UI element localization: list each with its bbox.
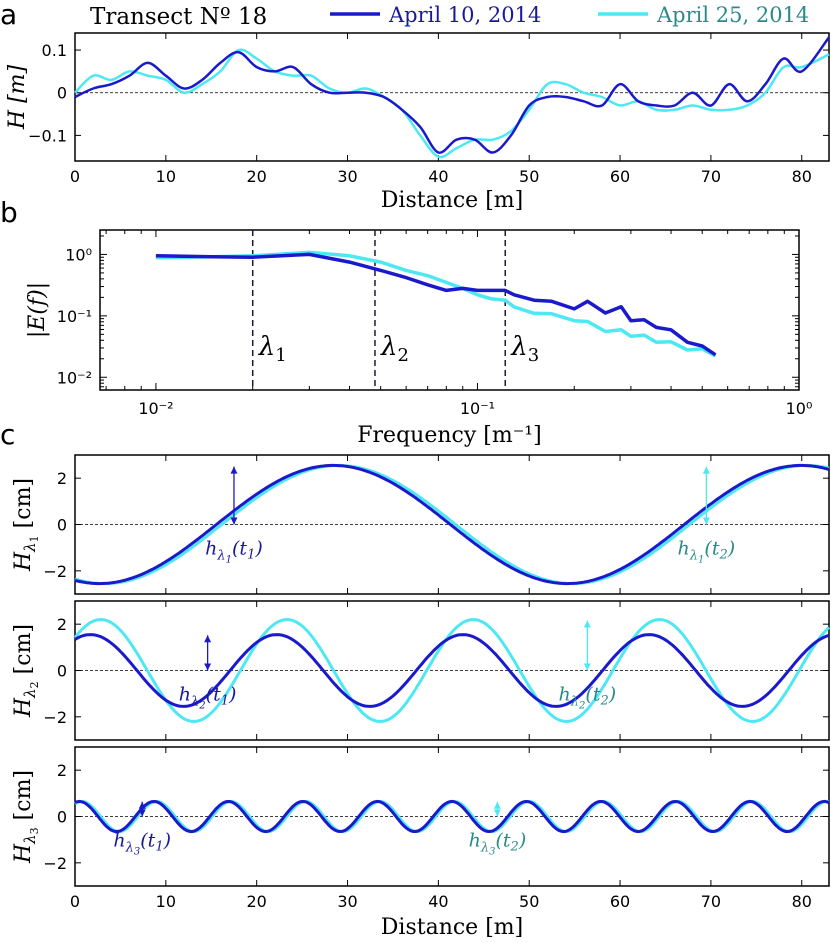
- series-line-april-10: [155, 252, 717, 357]
- legend: Transect Nº 18 April 10, 2014 April 25, …: [90, 3, 809, 30]
- x-tick-label: 20: [247, 892, 267, 911]
- x-tick-label: 80: [792, 167, 812, 186]
- x-tick-label: 10: [156, 167, 176, 186]
- arrow-head-bottom: [583, 663, 591, 671]
- arrow-head-bottom: [138, 809, 146, 817]
- y-tick-label: 2: [57, 761, 67, 780]
- lambda2-label: λ2: [380, 332, 409, 366]
- amplitude-annotation: hλ3(t2): [469, 830, 527, 858]
- y-tick-label: −2: [43, 854, 67, 873]
- panel-letter-b: b: [0, 196, 18, 229]
- y-tick-label: 0: [57, 516, 67, 535]
- arrow-head-top: [493, 801, 501, 809]
- panel-c1-lambda1: −2 0 2 hλ1(t1) hλ1(t2) Hλ1 [cm]: [11, 454, 830, 595]
- x-tick-label: 60: [610, 167, 630, 186]
- legend-label-april-10: April 10, 2014: [388, 3, 541, 27]
- series-line-april-25: [74, 463, 830, 586]
- x-tick-label: 40: [428, 167, 448, 186]
- y-tick-label: 0: [57, 84, 67, 103]
- arrow-head-bottom: [230, 517, 238, 525]
- y-axis-label: H [m]: [5, 64, 30, 130]
- y-axis-label: Hλ1 [cm]: [11, 478, 41, 572]
- x-tick-label: 10⁻²: [138, 399, 173, 418]
- panel-b-spectrum: 10⁻² 10⁻¹ 10⁰ 10⁻² 10⁻¹ 10⁰ λ1 λ2 λ3 Frequency [m…: [25, 229, 813, 448]
- x-tick-label: 80: [792, 892, 812, 911]
- y-axis-label: Hλ3 [cm]: [11, 770, 41, 864]
- x-tick-label: 20: [247, 167, 267, 186]
- plot-frame: [99, 229, 800, 391]
- amplitude-annotation: hλ2(t2): [559, 684, 617, 712]
- amplitude-annotation: hλ2(t1): [179, 684, 237, 712]
- series-line-april-25: [155, 250, 717, 358]
- arrow-head-top: [204, 635, 212, 643]
- x-tick-label: 70: [701, 167, 721, 186]
- series-line-april-25: [74, 48, 830, 159]
- legend-title: Transect Nº 18: [90, 4, 267, 30]
- y-axis-label: Hλ2 [cm]: [11, 624, 41, 718]
- x-axis-label: Distance [m]: [381, 915, 523, 940]
- amplitude-annotation: hλ1(t1): [205, 538, 263, 566]
- y-tick-label: 2: [57, 469, 67, 488]
- x-axis-label: Frequency [m⁻¹]: [357, 423, 541, 448]
- y-tick-label: 10⁻¹: [57, 307, 92, 326]
- x-tick-label: 70: [701, 892, 721, 911]
- x-tick-label: 10⁰: [786, 399, 813, 418]
- series-line-april-10: [74, 36, 830, 154]
- y-tick-label: 10⁻²: [57, 368, 92, 387]
- legend-label-april-25: April 25, 2014: [656, 3, 809, 27]
- x-axis-label: Distance [m]: [381, 188, 523, 213]
- x-tick-label: 30: [337, 892, 357, 911]
- y-axis-label: |E(f)|: [25, 282, 50, 338]
- amplitude-annotation: hλ1(t2): [678, 538, 736, 566]
- y-tick-label: −2: [43, 708, 67, 727]
- x-tick-label: 50: [519, 892, 539, 911]
- arrow-head-top: [702, 466, 710, 474]
- amplitude-annotation: hλ3(t1): [113, 830, 171, 858]
- lambda3-label: λ3: [510, 332, 539, 366]
- lambda1-label: λ1: [258, 332, 287, 366]
- x-tick-label: 0: [70, 892, 80, 911]
- series-line-april-25: [73, 618, 831, 723]
- x-tick-label: 40: [428, 892, 448, 911]
- panel-letter-c: c: [0, 418, 15, 451]
- x-tick-label: 60: [610, 892, 630, 911]
- panel-c2-lambda2: −2 0 2 hλ2(t1) hλ2(t2) Hλ2 [cm]: [11, 600, 831, 741]
- arrow-head-top: [230, 466, 238, 474]
- x-tick-label: 10: [156, 892, 176, 911]
- x-tick-label: 10⁻¹: [460, 399, 495, 418]
- arrow-head-bottom: [702, 517, 710, 525]
- panel-a-elevation: 0 10 20 30 40 50 60 70 80 −0.1 0 0.1 Distance [m] H […: [5, 32, 830, 213]
- series-line-april-10: [74, 463, 830, 586]
- panel-letter-a: a: [0, 0, 17, 31]
- arrow-head-bottom: [493, 809, 501, 817]
- x-tick-label: 30: [337, 167, 357, 186]
- y-tick-label: 0.1: [42, 41, 67, 60]
- y-tick-label: −0.1: [28, 126, 67, 145]
- arrow-head-bottom: [204, 663, 212, 671]
- x-tick-label: 0: [70, 167, 80, 186]
- x-tick-label: 50: [519, 167, 539, 186]
- y-tick-label: 0: [57, 662, 67, 681]
- series-line-april-10: [74, 633, 830, 708]
- y-tick-label: −2: [43, 562, 67, 581]
- y-tick-label: 0: [57, 808, 67, 827]
- y-tick-label: 2: [57, 615, 67, 634]
- arrow-head-top: [583, 620, 591, 628]
- arrow-head-top: [138, 801, 146, 809]
- y-tick-label: 10⁰: [65, 245, 92, 264]
- series-line-april-10: [74, 799, 830, 834]
